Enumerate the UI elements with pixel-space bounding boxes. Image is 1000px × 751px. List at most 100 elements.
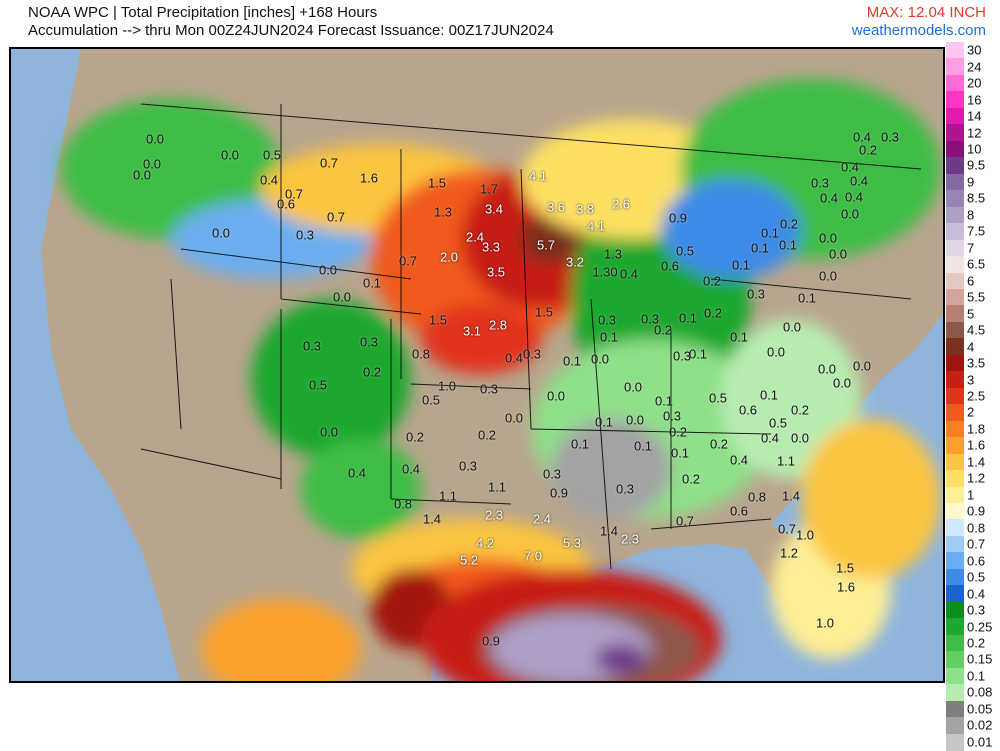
precip-value-label: 0.5 <box>421 392 441 408</box>
precip-value-label: 0.0 <box>546 388 566 404</box>
legend-label: 0.02 <box>967 717 993 733</box>
precip-value-label: 0.1 <box>678 310 698 326</box>
precip-value-label: 0.0 <box>590 351 610 367</box>
precip-value-label: 0.8 <box>393 496 413 512</box>
legend-swatch <box>946 585 964 603</box>
legend-label: 0.25 <box>967 619 993 634</box>
legend-label: 6 <box>967 273 975 289</box>
precip-value-label: 0.2 <box>779 216 799 232</box>
precip-value-label: 3.6 <box>546 199 566 215</box>
legend-label: 1 <box>967 487 975 503</box>
legend-swatch <box>946 42 964 59</box>
precip-value-label: 1.4 <box>599 523 619 539</box>
precip-value-label: 2.3 <box>620 531 640 547</box>
legend-label: 0.7 <box>967 536 986 552</box>
precip-value-label: 0.2 <box>362 364 382 380</box>
legend-label: 20 <box>967 75 982 91</box>
precip-value-label: 0.0 <box>782 319 802 335</box>
precipitation-map[interactable]: 0.0 0.0 0.0 0.0 0.5 0.7 1.6 1.5 1.7 4.1 0.4 0.7 0.6 0… <box>9 47 945 683</box>
precip-value-label: 0.3 <box>746 286 766 302</box>
precip-value-label: 0.1 <box>599 329 619 345</box>
map-subtitle: Accumulation --> thru Mon 00Z24JUN2024 F… <box>28 22 554 39</box>
precip-value-label: 0.1 <box>633 438 653 454</box>
precip-value-label: 0.6 <box>276 196 296 212</box>
legend-swatch <box>946 190 964 208</box>
precip-value-label: 1.2 <box>779 545 799 561</box>
precip-value-label: 0.7 <box>319 155 339 171</box>
precip-value-label: 1.5 <box>835 560 855 576</box>
precip-value-label: 0.2 <box>858 142 878 158</box>
legend-label: 10 <box>967 141 982 157</box>
precip-value-label: 0.0 <box>211 225 231 241</box>
precip-value-label: 0.7 <box>284 186 304 202</box>
precip-value-label: 0.4 <box>819 190 839 206</box>
precip-value-label: 3.5 <box>486 264 506 280</box>
precip-value-label: 0.9 <box>481 633 501 649</box>
precip-value-label: 0.6 <box>729 503 749 519</box>
precip-value-label: 0.4 <box>259 172 279 188</box>
precip-value-label: 0.0 <box>145 131 165 147</box>
precip-value-label: 0.3 <box>479 381 499 397</box>
legend-label: 2 <box>967 404 975 420</box>
legend-label: 0.6 <box>967 553 986 569</box>
precip-value-label: 3.3 <box>481 239 501 255</box>
precip-value-label: 0.0 <box>625 412 645 428</box>
precip-value-label: 0.4 <box>729 452 749 468</box>
precip-value-label: 1.1 <box>776 453 796 469</box>
legend-swatch <box>946 404 964 422</box>
precip-value-label: 0.2 <box>681 471 701 487</box>
legend-swatch <box>946 519 964 537</box>
legend-label: 0.8 <box>967 520 986 536</box>
precip-value-label: 0.1 <box>778 237 798 253</box>
precip-value-label: 0.0 <box>332 289 352 305</box>
precip-value-label: 0.2 <box>709 436 729 452</box>
legend-swatch <box>946 354 964 372</box>
precip-value-label: 0.1 <box>729 329 749 345</box>
precip-value-label: 2.8 <box>488 317 508 333</box>
precip-value-label: 2.0 <box>439 249 459 265</box>
precip-value-label: 1.1 <box>487 479 507 495</box>
legend-swatch <box>946 486 964 504</box>
source-site-link[interactable]: weathermodels.com <box>851 22 986 39</box>
precip-value-label: 4.1 <box>586 218 606 234</box>
legend-label: 0.9 <box>967 503 986 519</box>
legend-swatch <box>946 618 964 636</box>
precip-legend: 30 24 20 16 14 12 10 9.5 9 8.5 8 7.5 7 6.5 6 5.5 5 4.5 4 3.… <box>946 42 1000 751</box>
precip-value-label: 0.0 <box>817 361 837 377</box>
legend-label: 4.5 <box>967 322 986 338</box>
precip-value-label: 0.1 <box>759 387 779 403</box>
legend-label: 2.5 <box>967 388 986 404</box>
precip-value-label: 1.5 <box>427 175 447 191</box>
precip-value-label: 0.3 <box>810 175 830 191</box>
legend-label: 0.1 <box>967 668 986 684</box>
precip-value-label: 0.0 <box>318 262 338 278</box>
legend-label: 9 <box>967 174 975 190</box>
precip-value-label: 0.6 <box>738 402 758 418</box>
legend-label: 5 <box>967 306 975 322</box>
legend-swatch <box>946 470 964 488</box>
legend-swatch <box>946 256 964 274</box>
precip-value-label: 2.6 <box>611 196 631 212</box>
legend-label: 0.5 <box>967 569 986 585</box>
legend-label: 1.2 <box>967 470 986 486</box>
precip-value-label: 0.4 <box>852 129 872 145</box>
legend-label: 9.5 <box>967 157 986 173</box>
legend-swatch <box>946 733 964 751</box>
precip-value-label: 0.1 <box>688 346 708 362</box>
precip-value-label: 0.1 <box>797 290 817 306</box>
precip-value-label: 0.3 <box>672 348 692 364</box>
precip-value-label: 0.2 <box>702 273 722 289</box>
precip-value-label: 0.1 <box>562 353 582 369</box>
precip-value-label: 0.0 <box>818 230 838 246</box>
precip-value-label: 0.9 <box>668 210 688 226</box>
precip-value-label: 1.5 <box>428 312 448 328</box>
legend-label: 12 <box>967 125 982 141</box>
legend-swatch <box>946 321 964 339</box>
precip-value-label: 0.1 <box>570 436 590 452</box>
precip-value-label: 5.2 <box>459 552 479 568</box>
precip-value-label: 1.4 <box>781 488 801 504</box>
precip-value-label: 3.1 <box>462 323 482 339</box>
precip-value-label: 0.1 <box>594 414 614 430</box>
legend-label: 7 <box>967 240 975 256</box>
precip-value-label: 0.2 <box>477 427 497 443</box>
